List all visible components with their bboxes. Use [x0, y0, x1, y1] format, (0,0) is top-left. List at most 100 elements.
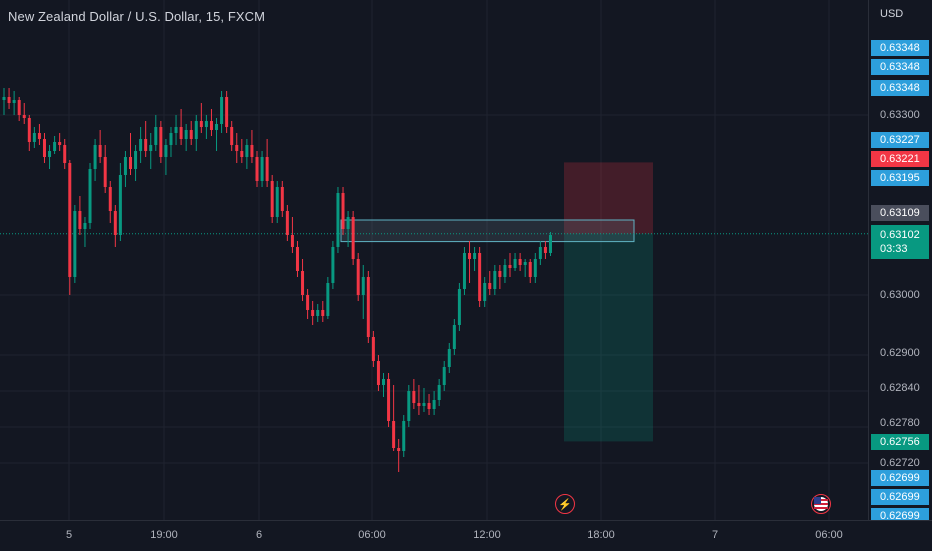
- candle-body: [478, 253, 482, 301]
- candle-body: [326, 283, 330, 316]
- time-tick-label: 06:00: [815, 529, 843, 541]
- candle-body: [123, 157, 127, 175]
- time-tick-label: 18:00: [587, 529, 615, 541]
- candlestick-plot[interactable]: [0, 0, 868, 520]
- flag-graphic: [814, 497, 828, 511]
- price-axis-label[interactable]: 0.63348: [871, 40, 929, 56]
- candle-body: [235, 145, 239, 151]
- candle-body: [371, 337, 375, 361]
- candle-body: [144, 139, 148, 151]
- candle-body: [346, 217, 350, 229]
- price-axis-label[interactable]: 0.63195: [871, 170, 929, 186]
- candle-body: [179, 127, 183, 139]
- candle-body: [93, 145, 97, 169]
- time-tick-label: 6: [255, 529, 263, 541]
- candle-body: [63, 145, 67, 163]
- price-axis-label[interactable]: 0.63348: [871, 80, 929, 96]
- candle-body: [194, 121, 198, 139]
- candle-body: [22, 115, 26, 118]
- candle-body: [32, 133, 36, 142]
- candle-body: [387, 379, 391, 421]
- price-axis-label[interactable]: 0.62756: [871, 434, 929, 450]
- price-tick-label: 0.62840: [880, 382, 920, 394]
- currency-label[interactable]: USD: [880, 8, 904, 20]
- candle-body: [42, 139, 46, 157]
- symbol-title[interactable]: New Zealand Dollar / U.S. Dollar, 15, FX…: [8, 9, 266, 24]
- candle-body: [78, 211, 82, 229]
- candle-body: [397, 448, 401, 451]
- candle-body: [48, 151, 52, 157]
- candle-body: [280, 187, 284, 211]
- candle-body: [260, 157, 264, 181]
- candle-body: [250, 145, 254, 157]
- candle-body: [412, 391, 416, 403]
- candle-body: [528, 262, 532, 277]
- us-flag-icon[interactable]: [811, 494, 831, 514]
- price-axis-label[interactable]: 0.63227: [871, 132, 929, 148]
- candle-body: [108, 187, 112, 211]
- candle-body: [483, 283, 487, 301]
- candle-body: [2, 97, 6, 100]
- candle-body: [215, 124, 219, 130]
- candle-body: [295, 247, 299, 271]
- price-tick-label: 0.62720: [880, 457, 920, 469]
- price-axis[interactable]: USD 0.63300 0.63000 0.62900 0.62840 0.62780 0…: [868, 0, 932, 524]
- candle-body: [17, 100, 21, 115]
- candle-body: [356, 259, 360, 295]
- candle-body: [321, 310, 325, 316]
- candle-body: [402, 421, 406, 451]
- candle-body: [255, 157, 259, 181]
- candle-body: [73, 211, 77, 277]
- candle-body: [457, 289, 461, 325]
- last-price-label[interactable]: 0.63102 03:33: [871, 225, 929, 259]
- candle-body: [311, 310, 315, 316]
- lightning-icon[interactable]: ⚡: [555, 494, 575, 514]
- price-tick-label: 0.62780: [880, 417, 920, 429]
- price-tick-label: 0.62900: [880, 347, 920, 359]
- candle-body: [437, 385, 441, 400]
- candle-body: [134, 151, 138, 169]
- candle-body: [498, 271, 502, 277]
- time-axis[interactable]: 5 19:00 6 06:00 12:00 18:00 7 06:00: [0, 520, 932, 551]
- candle-body: [129, 157, 132, 169]
- candle-body: [336, 193, 340, 247]
- candle-body: [417, 403, 421, 406]
- candle-body: [270, 181, 274, 217]
- candle-body: [230, 127, 234, 145]
- candle-body: [98, 145, 102, 157]
- candle-body: [37, 133, 41, 139]
- price-axis-label[interactable]: 0.62699: [871, 470, 929, 486]
- candle-body: [488, 283, 492, 289]
- price-axis-label[interactable]: 0.63221: [871, 151, 929, 167]
- candle-body: [159, 127, 163, 157]
- price-tick-label: 0.63300: [880, 109, 920, 121]
- time-tick-label: 7: [711, 529, 719, 541]
- price-axis-label[interactable]: 0.63348: [871, 59, 929, 75]
- candle-body: [113, 211, 117, 235]
- candle-body: [548, 235, 552, 253]
- candle-body: [462, 253, 466, 289]
- candle-body: [427, 403, 431, 409]
- candle-body: [503, 265, 507, 277]
- candle-body: [473, 253, 477, 259]
- candle-body: [164, 145, 168, 157]
- candle-body: [83, 223, 87, 229]
- candle-body: [58, 142, 62, 145]
- candle-body: [341, 193, 345, 229]
- candle-body: [285, 211, 289, 235]
- price-axis-label[interactable]: 0.63109: [871, 205, 929, 221]
- time-tick-label: 19:00: [150, 529, 178, 541]
- candle-body: [225, 97, 229, 127]
- candle-body: [366, 277, 370, 337]
- time-tick-label: 06:00: [358, 529, 386, 541]
- price-axis-label[interactable]: 0.62699: [871, 489, 929, 505]
- candle-body: [265, 157, 269, 181]
- candle-body: [538, 247, 542, 259]
- candle-body: [88, 169, 92, 223]
- candle-body: [513, 259, 517, 268]
- candle-body: [189, 130, 193, 139]
- candle-body: [523, 262, 527, 265]
- candle-body: [361, 277, 365, 295]
- candle-body: [432, 400, 436, 409]
